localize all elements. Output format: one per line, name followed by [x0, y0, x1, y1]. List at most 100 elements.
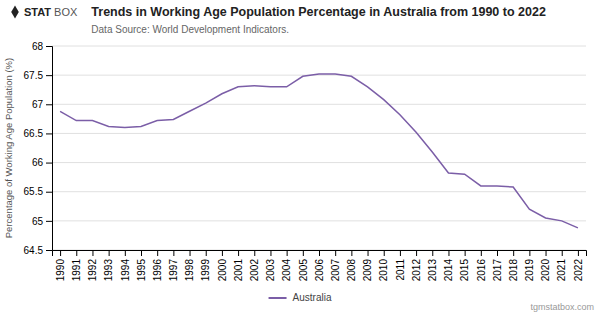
legend-swatch [269, 297, 287, 299]
x-tick: 2007 [330, 250, 341, 281]
tick-mark [578, 250, 579, 256]
x-tick: 2003 [265, 250, 276, 281]
tick-mark [46, 221, 52, 222]
tick-mark [319, 250, 320, 256]
x-tick: 2012 [411, 250, 422, 281]
tick-mark [287, 250, 288, 256]
x-tick: 2021 [556, 250, 567, 281]
tick-label: 65 [32, 216, 44, 227]
tick-mark [303, 250, 304, 256]
data-line [60, 74, 578, 228]
tick-label: 2007 [330, 259, 341, 282]
tick-label: 2004 [281, 259, 292, 282]
legend-item: Australia [269, 292, 332, 303]
tick-label: 66 [32, 157, 44, 168]
legend-label: Australia [293, 292, 332, 303]
tick-label: 67.5 [24, 70, 44, 81]
grid-line [52, 133, 586, 134]
tick-mark [206, 250, 207, 256]
tick-label: 67 [32, 99, 44, 110]
tick-label: 2020 [540, 259, 551, 282]
title: Trends in Working Age Population Percent… [91, 5, 546, 19]
tick-mark [481, 250, 482, 256]
tick-mark [46, 250, 52, 251]
x-tick: 1997 [168, 250, 179, 281]
tick-label: 2014 [443, 259, 454, 282]
x-tick: 2011 [395, 250, 406, 281]
y-tick: 68 [32, 41, 52, 52]
tick-label: 1990 [55, 259, 66, 282]
tick-label: 68 [32, 41, 44, 52]
tick-label: 2005 [298, 259, 309, 282]
y-axis: 64.56565.56666.56767.568 [24, 41, 53, 256]
tick-mark [76, 250, 77, 256]
tick-mark [562, 250, 563, 256]
plot-area [60, 74, 578, 228]
tick-label: 1999 [200, 259, 211, 282]
chart-container: STATBOXTrends in Working Age Population … [0, 0, 600, 314]
tick-label: 2002 [249, 259, 260, 282]
y-tick: 66.5 [24, 128, 52, 139]
tick-label: 64.5 [24, 245, 44, 256]
tick-mark [400, 250, 401, 256]
tick-label: 1994 [120, 259, 131, 282]
tick-mark [546, 250, 547, 256]
tick-label: 1993 [103, 259, 114, 282]
x-tick: 1998 [184, 250, 195, 281]
tick-label: 1995 [136, 259, 147, 282]
tick-mark [270, 250, 271, 256]
x-tick: 1999 [200, 250, 211, 281]
tick-label: 1992 [87, 259, 98, 282]
tick-label: 2022 [573, 259, 584, 282]
tick-label: 1996 [152, 259, 163, 282]
tick-mark [238, 250, 239, 256]
tick-mark [335, 250, 336, 256]
x-axis: 1990199119921993199419951996199719981999… [53, 250, 587, 281]
tick-label: 66.5 [24, 128, 44, 139]
tick-label: 2006 [314, 259, 325, 282]
tick-mark [465, 250, 466, 256]
tick-label: 2011 [395, 259, 406, 281]
subtitle: Data Source: World Development Indicator… [91, 24, 289, 35]
tick-mark [157, 250, 158, 256]
tick-mark [513, 250, 514, 256]
x-tick: 1994 [120, 250, 131, 281]
x-tick: 2009 [362, 250, 373, 281]
tick-mark [125, 250, 126, 256]
tick-mark [46, 163, 52, 164]
watermark: tgmstatbox.com [530, 302, 594, 312]
grid-line [52, 162, 586, 163]
x-tick: 2008 [346, 250, 357, 281]
tick-mark [222, 250, 223, 256]
tick-label: 2010 [378, 259, 389, 282]
tick-mark [497, 250, 498, 256]
tick-label: 2021 [556, 259, 567, 282]
tick-mark [46, 133, 52, 134]
tick-label: 2003 [265, 259, 276, 282]
tick-label: 2018 [508, 259, 519, 282]
tick-label: 2017 [492, 259, 503, 282]
logo-icon [11, 5, 19, 18]
tick-label: 2013 [427, 259, 438, 282]
tick-label: 1998 [184, 259, 195, 282]
grid [52, 46, 586, 250]
x-tick: 2005 [298, 250, 309, 281]
tick-mark [46, 46, 52, 47]
x-tick: 2013 [427, 250, 438, 281]
y-tick: 67.5 [24, 70, 52, 81]
y-tick: 64.5 [24, 245, 52, 256]
tick-mark [384, 250, 385, 256]
x-tick: 1995 [136, 250, 147, 281]
legend: Australia [269, 292, 332, 303]
tick-mark [448, 250, 449, 256]
x-tick: 2010 [378, 250, 389, 281]
x-tick: 2017 [492, 250, 503, 281]
x-tick: 2002 [249, 250, 260, 281]
y-axis-label: Percentage of Working Age Population (%) [3, 58, 14, 238]
header: STATBOXTrends in Working Age Population … [11, 5, 546, 35]
x-tick: 2020 [540, 250, 551, 281]
y-tick: 65 [32, 216, 52, 227]
x-tick: 1996 [152, 250, 163, 281]
tick-label: 2016 [476, 259, 487, 282]
axis-line [53, 251, 587, 257]
